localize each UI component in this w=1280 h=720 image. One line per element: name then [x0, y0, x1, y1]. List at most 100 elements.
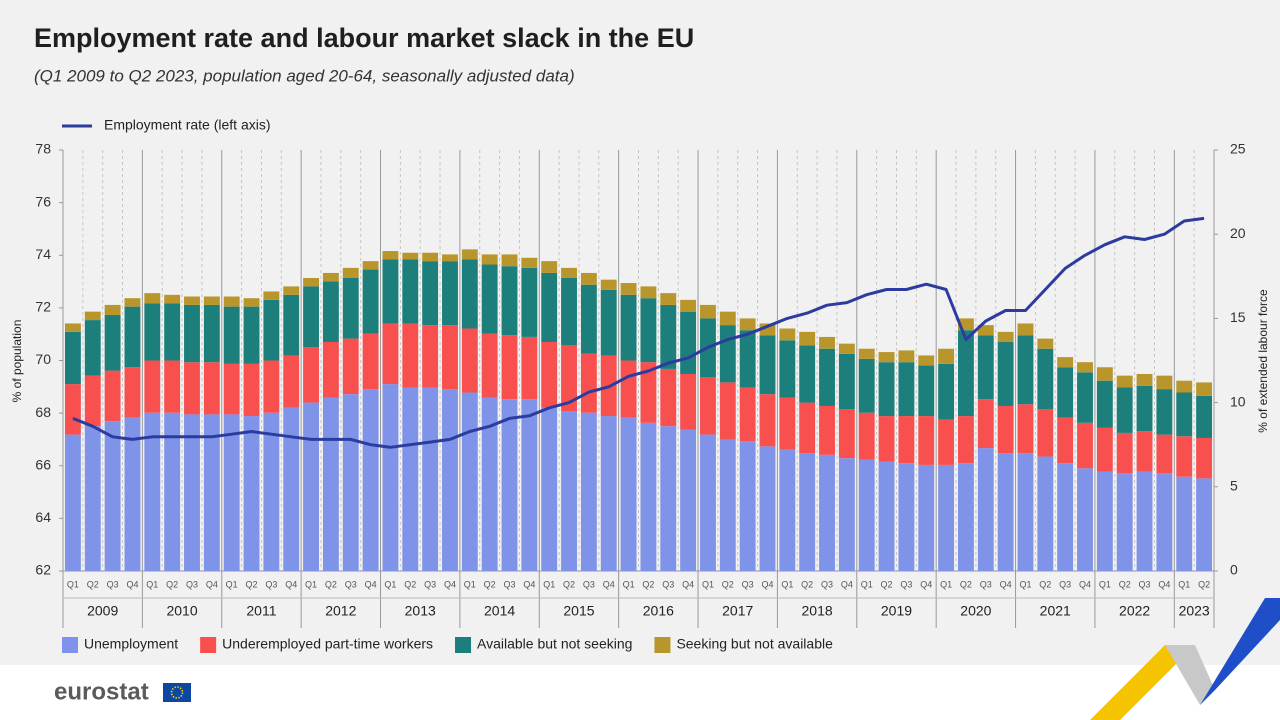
- bar-segment: [541, 407, 558, 571]
- bar-segment: [461, 259, 478, 329]
- bar-segment: [640, 298, 657, 363]
- bar-segment: [997, 331, 1014, 342]
- bar-segment: [164, 412, 181, 571]
- y2-tick-label: 0: [1230, 562, 1238, 578]
- x-tick-label: Q4: [603, 579, 615, 589]
- x-tick-label: Q1: [940, 579, 952, 589]
- bar-segment: [977, 325, 994, 336]
- bar-segment: [104, 421, 121, 571]
- bar-segment: [263, 299, 280, 361]
- bar-segment: [1196, 382, 1213, 396]
- bar-segment: [799, 453, 816, 571]
- y-tick-label: 64: [35, 509, 51, 525]
- bar-segment: [243, 416, 260, 571]
- bar-segment: [1116, 375, 1133, 388]
- bar-segment: [541, 261, 558, 273]
- bar-segment: [461, 392, 478, 571]
- bar-segment: [1176, 476, 1193, 571]
- legend-label: Underemployed part-time workers: [222, 636, 433, 652]
- bar-segment: [600, 416, 617, 571]
- y2-tick-label: 15: [1230, 309, 1246, 325]
- bar-segment: [580, 284, 597, 354]
- bar-segment: [184, 362, 200, 415]
- bar-segment: [402, 387, 419, 571]
- bar-segment: [1017, 404, 1034, 454]
- footer-band: [0, 665, 1280, 720]
- decoration: [1090, 645, 1195, 720]
- bar-segment: [104, 304, 121, 316]
- bar-segment: [997, 341, 1014, 406]
- legend-swatch: [654, 637, 671, 653]
- x-tick-label: Q2: [325, 579, 337, 589]
- bar-segment: [561, 277, 577, 346]
- bar-segment: [203, 304, 220, 363]
- bar-segment: [898, 350, 915, 363]
- bar-segment: [124, 306, 141, 368]
- x-tick-label: Q3: [186, 579, 198, 589]
- bar-segment: [1176, 392, 1193, 437]
- bar-segment: [819, 348, 835, 406]
- bar-segment: [580, 272, 597, 285]
- x-tick-label: Q1: [1178, 579, 1190, 589]
- bar-segment: [243, 363, 260, 417]
- y2-tick-label: 25: [1230, 141, 1246, 157]
- x-tick-label: Q4: [523, 579, 535, 589]
- x-tick-label: Q2: [642, 579, 654, 589]
- bar-segment: [858, 412, 875, 460]
- x-tick-label: Q2: [166, 579, 178, 589]
- legend-swatch: [62, 637, 78, 653]
- bar-segment: [382, 323, 399, 385]
- bar-segment: [124, 417, 141, 571]
- bar-segment: [164, 303, 181, 361]
- y2-tick-label: 20: [1230, 225, 1246, 241]
- year-label: 2009: [87, 603, 118, 619]
- bar-segment: [84, 311, 101, 321]
- x-tick-label: Q1: [861, 579, 873, 589]
- x-tick-label: Q2: [563, 579, 575, 589]
- y2-tick-label: 10: [1230, 393, 1246, 409]
- bar-segment: [878, 461, 895, 571]
- bar-segment: [303, 277, 319, 287]
- brand-logo: eurostat: [54, 678, 149, 705]
- bar-segment: [223, 306, 240, 364]
- x-tick-label: Q1: [1019, 579, 1031, 589]
- bar-segment: [521, 399, 538, 571]
- bar-segment: [779, 397, 796, 450]
- bar-segment: [442, 254, 458, 262]
- bar-segment: [759, 335, 776, 395]
- bar-segment: [759, 446, 776, 571]
- bar-segment: [1196, 437, 1213, 479]
- bar-segment: [1017, 335, 1034, 405]
- x-tick-label: Q3: [742, 579, 754, 589]
- bar-segment: [1037, 409, 1054, 457]
- year-label: 2019: [881, 603, 912, 619]
- x-tick-label: Q3: [583, 579, 595, 589]
- bar-segment: [1136, 373, 1153, 386]
- bar-segment: [521, 257, 538, 268]
- bar-segment: [124, 298, 141, 307]
- y-tick-label: 70: [35, 351, 51, 367]
- bar-segment: [164, 294, 181, 304]
- bar-segment: [481, 397, 498, 571]
- bar-segment: [739, 387, 756, 442]
- bar-segment: [838, 409, 855, 459]
- bar-segment: [938, 363, 955, 420]
- x-tick-label: Q3: [504, 579, 516, 589]
- y-tick-label: 62: [35, 562, 51, 578]
- bar-segment: [501, 399, 518, 571]
- year-label: 2011: [246, 603, 276, 619]
- bar-segment: [799, 331, 816, 346]
- bar-segment: [898, 416, 915, 464]
- x-tick-label: Q3: [662, 579, 674, 589]
- bar-segment: [997, 453, 1014, 571]
- x-tick-label: Q1: [305, 579, 317, 589]
- x-tick-label: Q2: [246, 579, 258, 589]
- y-tick-label: 68: [35, 404, 51, 420]
- chart-title: Employment rate and labour market slack …: [34, 23, 694, 53]
- bar-segment: [541, 341, 558, 408]
- bar-segment: [620, 283, 637, 295]
- year-label: 2020: [960, 603, 991, 619]
- x-tick-label: Q4: [920, 579, 932, 589]
- bar-segment: [958, 318, 974, 331]
- x-tick-label: Q4: [1000, 579, 1012, 589]
